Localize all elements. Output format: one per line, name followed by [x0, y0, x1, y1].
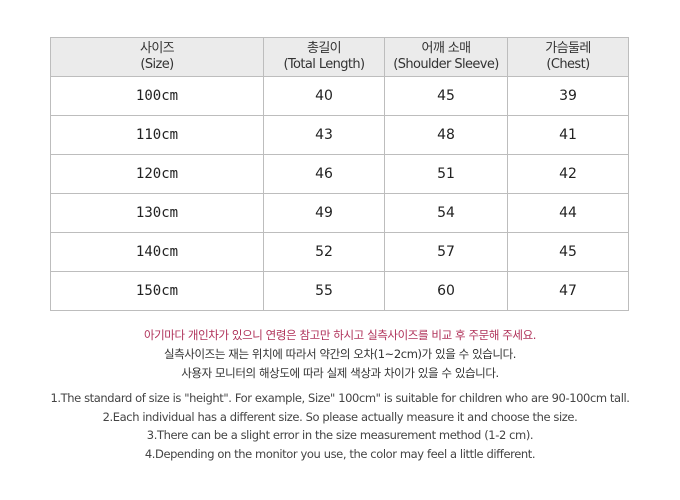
- chest-cell: 47: [507, 271, 629, 311]
- size-cell: 100cm: [50, 76, 264, 116]
- total-length-cell: 43: [263, 115, 385, 155]
- table-row: 150cm 55 60 47: [50, 271, 629, 311]
- header-en: (Chest): [546, 57, 590, 72]
- size-cell: 110cm: [50, 115, 264, 155]
- header-shoulder-sleeve: 어깨 소매 (Shoulder Sleeve): [384, 37, 508, 77]
- table-row: 100cm 40 45 39: [50, 76, 629, 116]
- header-ko: 사이즈: [139, 41, 175, 56]
- shoulder-sleeve-cell: 51: [384, 154, 508, 194]
- chest-cell: 41: [507, 115, 629, 155]
- header-en: (Shoulder Sleeve): [393, 57, 499, 72]
- chest-cell: 39: [507, 76, 629, 116]
- table-row: 130cm 49 54 44: [50, 193, 629, 233]
- size-cell: 130cm: [50, 193, 264, 233]
- note-en-3: 3.There can be a slight error in the siz…: [146, 428, 534, 442]
- shoulder-sleeve-cell: 48: [384, 115, 508, 155]
- note-en-2: 2.Each individual has a different size. …: [102, 409, 578, 424]
- table-row: 110cm 43 48 41: [50, 115, 629, 155]
- english-notes: 1.The standard of size is "height". For …: [0, 389, 680, 463]
- note-ko-1: 아기마다 개인차가 있으니 연령은 참고만 하시고 실측사이즈를 비교 후 주문…: [143, 328, 537, 342]
- table-row: 120cm 46 51 42: [50, 154, 629, 194]
- note-en-1: 1.The standard of size is "height". For …: [50, 391, 630, 405]
- note-en-4: 4.Depending on the monitor you use, the …: [144, 446, 536, 461]
- size-cell: 150cm: [50, 271, 264, 311]
- size-chart-table: 사이즈 (Size) 총길이 (Total Length) 어깨 소매 (Should…: [50, 37, 629, 311]
- header-en: (Size): [140, 57, 174, 72]
- header-en: (Total Length): [283, 57, 365, 72]
- header-ko: 가슴둘레: [545, 41, 591, 56]
- table-row: 140cm 52 57 45: [50, 232, 629, 272]
- total-length-cell: 49: [263, 193, 385, 233]
- note-ko-3: 사용자 모니터의 해상도에 따라 실제 색상과 차이가 있을 수 있습니다.: [181, 366, 499, 380]
- header-total-length: 총길이 (Total Length): [263, 37, 385, 77]
- shoulder-sleeve-cell: 60: [384, 271, 508, 311]
- total-length-cell: 52: [263, 232, 385, 272]
- chest-cell: 42: [507, 154, 629, 194]
- shoulder-sleeve-cell: 45: [384, 76, 508, 116]
- total-length-cell: 40: [263, 76, 385, 116]
- note-ko-2: 실측사이즈는 재는 위치에 따라서 약간의 오차(1~2cm)가 있을 수 있습…: [163, 347, 517, 361]
- size-cell: 140cm: [50, 232, 264, 272]
- shoulder-sleeve-cell: 57: [384, 232, 508, 272]
- size-cell: 120cm: [50, 154, 264, 194]
- header-ko: 어깨 소매: [421, 41, 472, 56]
- shoulder-sleeve-cell: 54: [384, 193, 508, 233]
- korean-notes: 아기마다 개인차가 있으니 연령은 참고만 하시고 실측사이즈를 비교 후 주문…: [0, 326, 680, 383]
- chest-cell: 45: [507, 232, 629, 272]
- total-length-cell: 55: [263, 271, 385, 311]
- header-row: 사이즈 (Size) 총길이 (Total Length) 어깨 소매 (Should…: [50, 37, 629, 77]
- chest-cell: 44: [507, 193, 629, 233]
- header-chest: 가슴둘레 (Chest): [507, 37, 629, 77]
- header-size: 사이즈 (Size): [50, 37, 264, 77]
- total-length-cell: 46: [263, 154, 385, 194]
- header-ko: 총길이: [306, 41, 342, 56]
